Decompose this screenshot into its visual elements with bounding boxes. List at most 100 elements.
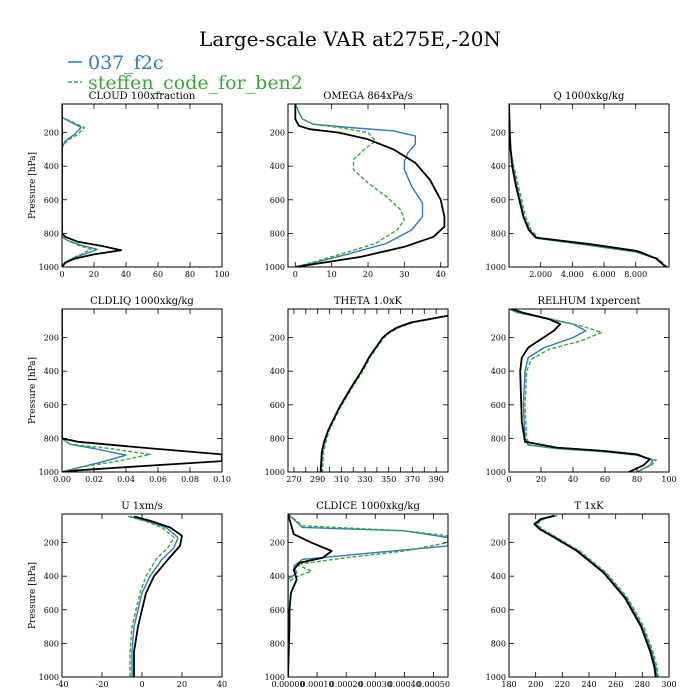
panel-title-q: Q 1000xkg/kg xyxy=(554,91,625,102)
y-tick-label-cloud: 800 xyxy=(44,229,59,238)
panel-title-relhum: RELHUM 1xpercent xyxy=(537,296,640,307)
y-tick-label-omega: 600 xyxy=(270,196,285,205)
x-tick-label-cloud: 60 xyxy=(153,270,163,279)
series-line-steffen-code-for-ben2-cldliq xyxy=(62,309,151,472)
x-tick-label-q: 2.000 xyxy=(529,270,552,279)
panel-cldice: CLDICE 1000xkg/kg 200 400 600 800 10000.00000… xyxy=(265,501,450,689)
x-tick-label-theta: 290 xyxy=(310,475,325,484)
x-tick-label-u: 0 xyxy=(139,680,144,689)
series-line-steffen-code-for-ben2-q xyxy=(509,104,668,267)
panel-title-cldice: CLDICE 1000xkg/kg xyxy=(316,501,420,512)
series-line-black-q xyxy=(509,104,667,267)
x-tick-label-u: 40 xyxy=(217,680,227,689)
y-tick-label-cldliq: 1000 xyxy=(39,468,59,477)
y-tick-label-cldliq: 400 xyxy=(44,367,59,376)
y-tick-label-q: 1000 xyxy=(486,263,506,272)
y-tick-label-omega: 800 xyxy=(270,229,285,238)
x-tick-label-cldice: 0.00050 xyxy=(417,680,450,689)
x-tick-label-cldliq: 0.10 xyxy=(213,475,231,484)
x-tick-label-cldice: 0.00010 xyxy=(301,680,334,689)
y-tick-label-q: 800 xyxy=(491,229,506,238)
x-tick-label-theta: 310 xyxy=(334,475,349,484)
y-tick-label-cloud: 200 xyxy=(44,129,59,138)
x-tick-label-omega: 20 xyxy=(363,270,373,279)
x-tick-label-cldliq: 0.00 xyxy=(53,475,71,484)
x-tick-label-relhum: 100 xyxy=(661,475,676,484)
x-tick-label-omega: 0 xyxy=(293,270,298,279)
series-line-037-f2c-omega xyxy=(294,104,424,267)
x-tick-label-theta: 330 xyxy=(357,475,372,484)
series-line-black-cldliq xyxy=(62,309,222,472)
series-line-037-f2c-cloud xyxy=(62,104,98,267)
y-tick-label-t: 1000 xyxy=(486,673,506,682)
series-line-037-f2c-cldliq xyxy=(62,309,127,472)
y-tick-label-cldliq: 600 xyxy=(44,401,59,410)
x-tick-label-cldliq: 0.02 xyxy=(85,475,103,484)
x-tick-label-cldliq: 0.06 xyxy=(149,475,167,484)
x-tick-label-u: -40 xyxy=(56,680,69,689)
y-tick-label-cldliq: 800 xyxy=(44,434,59,443)
y-tick-label-cldice: 600 xyxy=(270,606,285,615)
y-tick-label-relhum: 400 xyxy=(491,367,506,376)
panel-title-u: U 1xm/s xyxy=(121,501,163,512)
x-tick-label-u: 20 xyxy=(177,680,187,689)
x-tick-label-cldice: 0.00000 xyxy=(271,680,304,689)
x-tick-label-cldice: 0.00040 xyxy=(388,680,421,689)
y-tick-label-cldliq: 200 xyxy=(44,334,59,343)
plot-frame-q xyxy=(508,103,670,268)
panel-q: Q 1000xkg/kg 200 400 600 800 1000 2.000 4.000 6.… xyxy=(486,91,670,279)
plot-frame-cldice xyxy=(287,513,449,678)
y-tick-label-theta: 1000 xyxy=(265,468,285,477)
legend-label-steffen: steffen_code_for_ben2 xyxy=(88,72,303,94)
series-line-037-f2c-cldice xyxy=(288,514,448,677)
x-tick-label-t: 300 xyxy=(661,680,676,689)
y-tick-label-cloud: 600 xyxy=(44,196,59,205)
plot-frame-u xyxy=(61,513,223,678)
y-tick-label-omega: 200 xyxy=(270,129,285,138)
x-tick-label-t: 200 xyxy=(528,680,543,689)
y-tick-label-cldice: 200 xyxy=(270,539,285,548)
y-axis-label-cloud: Pressure [hPa] xyxy=(28,152,38,219)
series-line-steffen-code-for-ben2-u xyxy=(127,515,175,677)
series-line-black-cldice xyxy=(288,514,333,677)
panel-title-theta: THETA 1.0xK xyxy=(334,296,403,307)
y-tick-label-cloud: 400 xyxy=(44,162,59,171)
plot-frame-cldliq xyxy=(61,308,223,473)
x-tick-label-omega: 40 xyxy=(436,270,446,279)
x-tick-label-theta: 390 xyxy=(429,475,444,484)
figure-title: Large-scale VAR at275E,-20N xyxy=(199,27,501,51)
panel-cldliq: CLDLIQ 1000xkg/kg Pressure [hPa] 200 400 600… xyxy=(28,296,231,484)
series-line-037-f2c-u xyxy=(129,515,179,677)
plot-frame-omega xyxy=(287,103,449,268)
y-tick-label-q: 600 xyxy=(491,196,506,205)
y-tick-label-relhum: 200 xyxy=(491,334,506,343)
y-tick-label-cldice: 1000 xyxy=(265,673,285,682)
x-tick-label-omega: 30 xyxy=(399,270,409,279)
x-tick-label-q: 8.000 xyxy=(624,270,647,279)
y-tick-label-t: 800 xyxy=(491,639,506,648)
y-tick-label-u: 1000 xyxy=(39,673,59,682)
y-tick-label-u: 400 xyxy=(44,572,59,581)
x-tick-label-cloud: 0 xyxy=(59,270,64,279)
y-tick-label-u: 600 xyxy=(44,606,59,615)
series-line-black-u xyxy=(133,515,183,677)
x-tick-label-relhum: 40 xyxy=(568,475,578,484)
series-line-steffen-code-for-ben2-cloud xyxy=(62,104,92,267)
y-tick-label-cloud: 1000 xyxy=(39,263,59,272)
series-line-black-omega xyxy=(294,104,446,267)
x-tick-label-q: 4.000 xyxy=(561,270,584,279)
series-line-steffen-code-for-ben2-omega xyxy=(294,104,406,267)
y-tick-label-u: 200 xyxy=(44,539,59,548)
series-line-037-f2c-t xyxy=(535,515,658,677)
series-line-steffen-code-for-ben2-t xyxy=(536,515,659,677)
y-axis-label-u: Pressure [hPa] xyxy=(28,562,38,629)
x-tick-label-relhum: 0 xyxy=(506,475,511,484)
y-tick-label-cldice: 800 xyxy=(270,639,285,648)
x-tick-label-q: 6.000 xyxy=(593,270,616,279)
plot-frame-theta xyxy=(287,308,449,473)
x-tick-label-cldliq: 0.04 xyxy=(117,475,135,484)
